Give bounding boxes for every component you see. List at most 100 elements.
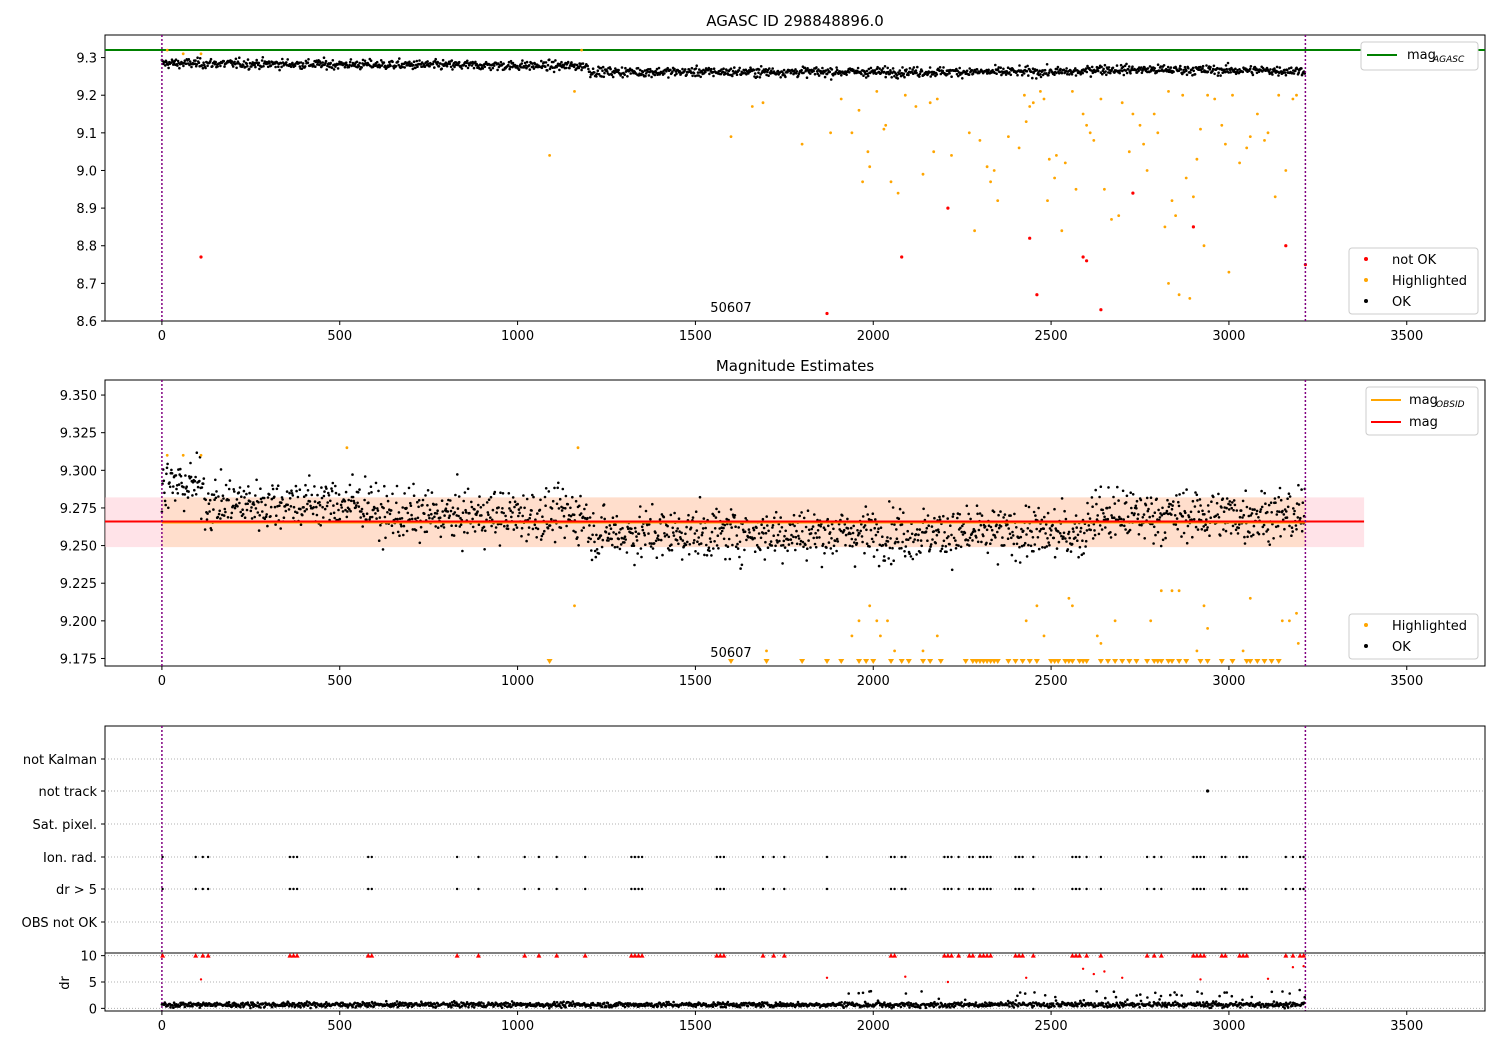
ok-point [194, 475, 197, 479]
ok-point [859, 529, 862, 533]
ok-point [250, 1003, 254, 1006]
ok-point [1045, 63, 1049, 66]
ok-point [212, 508, 215, 511]
ok-point [193, 488, 196, 492]
ok-point [654, 531, 657, 535]
ok-point [812, 69, 815, 73]
flag-point [288, 887, 292, 891]
ok-point [876, 530, 880, 534]
ok-point [513, 500, 517, 504]
ok-point [273, 505, 277, 509]
ok-point [260, 59, 264, 62]
ok-point [1217, 492, 1220, 496]
ok-point [563, 536, 566, 540]
ok-point [946, 517, 949, 520]
ok-point [1131, 493, 1135, 496]
ok-point [1105, 73, 1108, 77]
ok-point [539, 498, 542, 502]
ok-point [1269, 68, 1272, 71]
ok-point [786, 71, 789, 74]
ok-point [1152, 542, 1155, 545]
ok-point [361, 58, 365, 62]
ok-point [470, 500, 473, 504]
ok-point [564, 507, 567, 510]
ok-point [457, 514, 460, 518]
ok-point [1170, 507, 1174, 511]
ok-point [701, 527, 705, 530]
ok-point [759, 536, 763, 540]
ok-point [706, 68, 710, 72]
ok-point [769, 540, 773, 543]
ok-point [999, 510, 1002, 513]
ok-point [254, 65, 257, 69]
ok-point [491, 66, 495, 70]
ok-point [544, 61, 548, 64]
ok-point [190, 65, 193, 69]
ok-point [292, 505, 296, 509]
flag-point [950, 887, 953, 891]
ok-point [172, 485, 175, 488]
ok-point [997, 66, 1000, 69]
ok-point [842, 528, 846, 532]
ok-point [1179, 512, 1183, 516]
ok-point [274, 523, 277, 526]
ok-point [1157, 508, 1160, 512]
ok-point [255, 478, 258, 482]
ok-point [1219, 534, 1222, 537]
ok-point [507, 60, 511, 64]
ok-point [527, 533, 530, 536]
ok-point [916, 539, 920, 542]
ok-point [217, 495, 220, 498]
ok-point [782, 539, 786, 543]
ok-point [729, 67, 733, 70]
ok-point [322, 516, 325, 519]
clipped-marker [1247, 659, 1254, 664]
ok-point [572, 65, 576, 69]
highlighted-point [1074, 187, 1078, 191]
ok-point [823, 75, 827, 79]
ok-point [846, 527, 850, 530]
highlighted-point [1177, 589, 1181, 593]
ok-point [1102, 67, 1105, 71]
ok-point [189, 461, 192, 465]
ok-point [780, 70, 784, 73]
flag-point [1160, 855, 1163, 859]
ok-point [494, 526, 498, 529]
ok-point [480, 63, 483, 67]
ok-point [483, 65, 487, 69]
ok-point [810, 527, 814, 531]
ok-point [525, 539, 528, 543]
ok-point [719, 532, 723, 535]
ok-point [435, 503, 438, 506]
ok-point [1255, 71, 1259, 75]
ok-point [433, 1002, 437, 1006]
ok-point [825, 546, 828, 549]
ok-point [1090, 65, 1094, 69]
ok-point [1281, 518, 1285, 522]
flag-point [1224, 855, 1227, 859]
flag-point [943, 887, 946, 891]
ok-point [1104, 526, 1107, 529]
ok-point [990, 528, 994, 532]
ok-point [1223, 68, 1226, 72]
ok-point [815, 70, 819, 73]
clipped-marker [870, 659, 877, 664]
ok-point [269, 64, 273, 67]
ok-point [1159, 65, 1163, 68]
flag-point [455, 855, 459, 859]
ok-point [595, 533, 598, 537]
ok-point [166, 63, 170, 66]
ok-point [489, 68, 493, 72]
ok-point [1107, 486, 1110, 489]
ok-point [877, 564, 881, 568]
ok-point [1047, 73, 1050, 77]
clipped-marker [888, 659, 895, 664]
ok-point [595, 72, 599, 75]
ok-point [594, 555, 598, 559]
ok-point [1193, 505, 1197, 508]
ok-point [349, 499, 353, 503]
ok-point [651, 502, 654, 506]
ok-point [967, 512, 970, 516]
ok-point [790, 541, 794, 545]
ok-point [572, 513, 576, 517]
